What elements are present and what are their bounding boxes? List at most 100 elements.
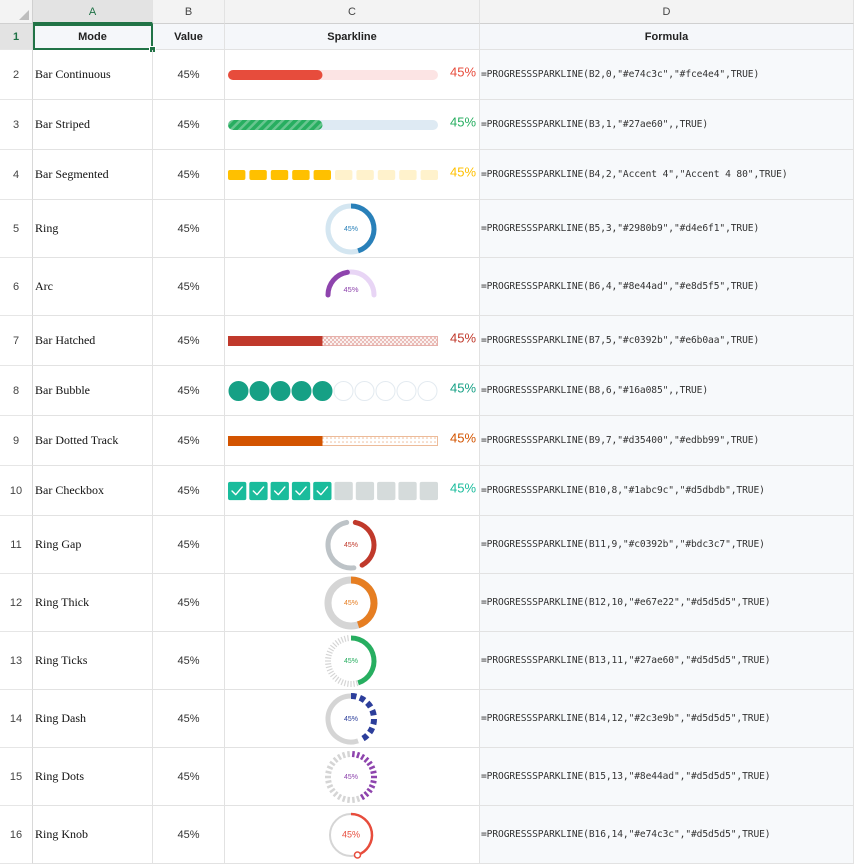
formula-cell[interactable]: =PROGRESSSPARKLINE(B13,11,"#27ae60","#d5…: [480, 632, 854, 690]
select-all-corner[interactable]: [0, 0, 33, 24]
value-cell[interactable]: 45%: [153, 50, 225, 100]
row-header-14[interactable]: 14: [0, 690, 33, 748]
formula-cell[interactable]: =PROGRESSSPARKLINE(B2,0,"#e74c3c","#fce4…: [480, 50, 854, 100]
value-cell[interactable]: 45%: [153, 366, 225, 416]
row-header-12[interactable]: 12: [0, 574, 33, 632]
header-cell-b[interactable]: Value: [153, 24, 225, 50]
row-header-8[interactable]: 8: [0, 366, 33, 416]
ring-tick: [325, 653, 332, 657]
ring-tick: [337, 678, 342, 684]
mode-cell[interactable]: Arc: [33, 258, 153, 316]
value-cell[interactable]: 45%: [153, 466, 225, 516]
ring-dot-filled: [368, 783, 376, 789]
ring-dot-empty: [355, 795, 361, 803]
value-cell[interactable]: 45%: [153, 416, 225, 466]
column-header-c[interactable]: C: [225, 0, 480, 24]
sparkline-cell[interactable]: 45%: [225, 50, 480, 100]
value-cell[interactable]: 45%: [153, 100, 225, 150]
row-header-16[interactable]: 16: [0, 806, 33, 864]
row-header-7[interactable]: 7: [0, 316, 33, 366]
column-header-d[interactable]: D: [480, 0, 854, 24]
ring-tick: [325, 665, 332, 669]
formula-cell[interactable]: =PROGRESSSPARKLINE(B4,2,"Accent 4","Acce…: [480, 150, 854, 200]
value-cell[interactable]: 45%: [153, 258, 225, 316]
sparkline-cell[interactable]: 45%: [225, 416, 480, 466]
column-header-a[interactable]: A: [33, 0, 153, 24]
value-cell[interactable]: 45%: [153, 200, 225, 258]
row-header-3[interactable]: 3: [0, 100, 33, 150]
formula-cell[interactable]: =PROGRESSSPARKLINE(B6,4,"#8e44ad","#e8d5…: [480, 258, 854, 316]
formula-cell[interactable]: =PROGRESSSPARKLINE(B15,13,"#8e44ad","#d5…: [480, 748, 854, 806]
mode-cell[interactable]: Bar Dotted Track: [33, 416, 153, 466]
header-cell-c[interactable]: Sparkline: [225, 24, 480, 50]
row-header-9[interactable]: 9: [0, 416, 33, 466]
sparkline-cell[interactable]: 45%: [225, 690, 480, 748]
value-cell[interactable]: 45%: [153, 690, 225, 748]
mode-cell[interactable]: Ring Ticks: [33, 632, 153, 690]
mode-cell[interactable]: Bar Continuous: [33, 50, 153, 100]
formula-cell[interactable]: =PROGRESSSPARKLINE(B8,6,"#16a085",,TRUE): [480, 366, 854, 416]
mode-cell[interactable]: Ring Dots: [33, 748, 153, 806]
progress-label: 45%: [343, 285, 358, 294]
sparkline-cell[interactable]: 45%: [225, 516, 480, 574]
formula-cell[interactable]: =PROGRESSSPARKLINE(B10,8,"#1abc9c","#d5d…: [480, 466, 854, 516]
formula-cell[interactable]: =PROGRESSSPARKLINE(B12,10,"#e67e22","#d5…: [480, 574, 854, 632]
sparkline-cell[interactable]: 45%: [225, 574, 480, 632]
row-header-15[interactable]: 15: [0, 748, 33, 806]
sparkline-cell[interactable]: 45%: [225, 632, 480, 690]
ring-tick: [334, 676, 340, 682]
value-cell[interactable]: 45%: [153, 316, 225, 366]
sparkline-cell[interactable]: 45%: [225, 100, 480, 150]
value-cell[interactable]: 45%: [153, 748, 225, 806]
sparkline-cell[interactable]: 45%: [225, 316, 480, 366]
value-cell[interactable]: 45%: [153, 574, 225, 632]
row-header-6[interactable]: 6: [0, 258, 33, 316]
mode-cell[interactable]: Bar Checkbox: [33, 466, 153, 516]
sparkline-cell[interactable]: 45%: [225, 466, 480, 516]
header-cell-a[interactable]: Mode: [33, 24, 153, 50]
sparkline-cell[interactable]: 45%: [225, 366, 480, 416]
mode-cell[interactable]: Ring Thick: [33, 574, 153, 632]
mode-cell[interactable]: Ring: [33, 200, 153, 258]
formula-cell[interactable]: =PROGRESSSPARKLINE(B5,3,"#2980b9","#d4e6…: [480, 200, 854, 258]
mode-cell[interactable]: Ring Knob: [33, 806, 153, 864]
row-header-1[interactable]: 1: [0, 24, 33, 50]
row-header-4[interactable]: 4: [0, 150, 33, 200]
ring-dot-empty: [326, 783, 334, 789]
sparkline-cell[interactable]: 45%: [225, 150, 480, 200]
header-cell-d[interactable]: Formula: [480, 24, 854, 50]
row-header-13[interactable]: 13: [0, 632, 33, 690]
sparkline-cell[interactable]: 45%: [225, 806, 480, 864]
progress-label: 45%: [450, 114, 476, 129]
value-cell[interactable]: 45%: [153, 516, 225, 574]
mode-cell[interactable]: Bar Hatched: [33, 316, 153, 366]
value-cell[interactable]: 45%: [153, 632, 225, 690]
check-icon: [316, 486, 329, 496]
value-cell[interactable]: 45%: [153, 150, 225, 200]
progress-label: 45%: [344, 226, 358, 233]
row-header-2[interactable]: 2: [0, 50, 33, 100]
formula-cell[interactable]: =PROGRESSSPARKLINE(B14,12,"#2c3e9b","#d5…: [480, 690, 854, 748]
mode-cell[interactable]: Bar Striped: [33, 100, 153, 150]
formula-cell[interactable]: =PROGRESSSPARKLINE(B16,14,"#e74c3c","#d5…: [480, 806, 854, 864]
value-cell[interactable]: 45%: [153, 806, 225, 864]
mode-cell[interactable]: Ring Dash: [33, 690, 153, 748]
formula-cell[interactable]: =PROGRESSSPARKLINE(B7,5,"#c0392b","#e6b0…: [480, 316, 854, 366]
bubble-filled: [249, 381, 270, 401]
sparkline-cell[interactable]: 45%: [225, 748, 480, 806]
ring-dot-filled: [370, 779, 377, 784]
row-header-5[interactable]: 5: [0, 200, 33, 258]
ring-knob-sparkline: 45%: [329, 812, 374, 859]
sparkline-cell[interactable]: 45%: [225, 200, 480, 258]
row-header-10[interactable]: 10: [0, 466, 33, 516]
ring-tick: [332, 642, 338, 648]
sparkline-cell[interactable]: 45%: [225, 258, 480, 316]
column-header-b[interactable]: B: [153, 0, 225, 24]
formula-cell[interactable]: =PROGRESSSPARKLINE(B3,1,"#27ae60",,TRUE): [480, 100, 854, 150]
formula-cell[interactable]: =PROGRESSSPARKLINE(B11,9,"#c0392b","#bdc…: [480, 516, 854, 574]
row-header-11[interactable]: 11: [0, 516, 33, 574]
mode-cell[interactable]: Ring Gap: [33, 516, 153, 574]
mode-cell[interactable]: Bar Segmented: [33, 150, 153, 200]
mode-cell[interactable]: Bar Bubble: [33, 366, 153, 416]
formula-cell[interactable]: =PROGRESSSPARKLINE(B9,7,"#d35400","#edbb…: [480, 416, 854, 466]
